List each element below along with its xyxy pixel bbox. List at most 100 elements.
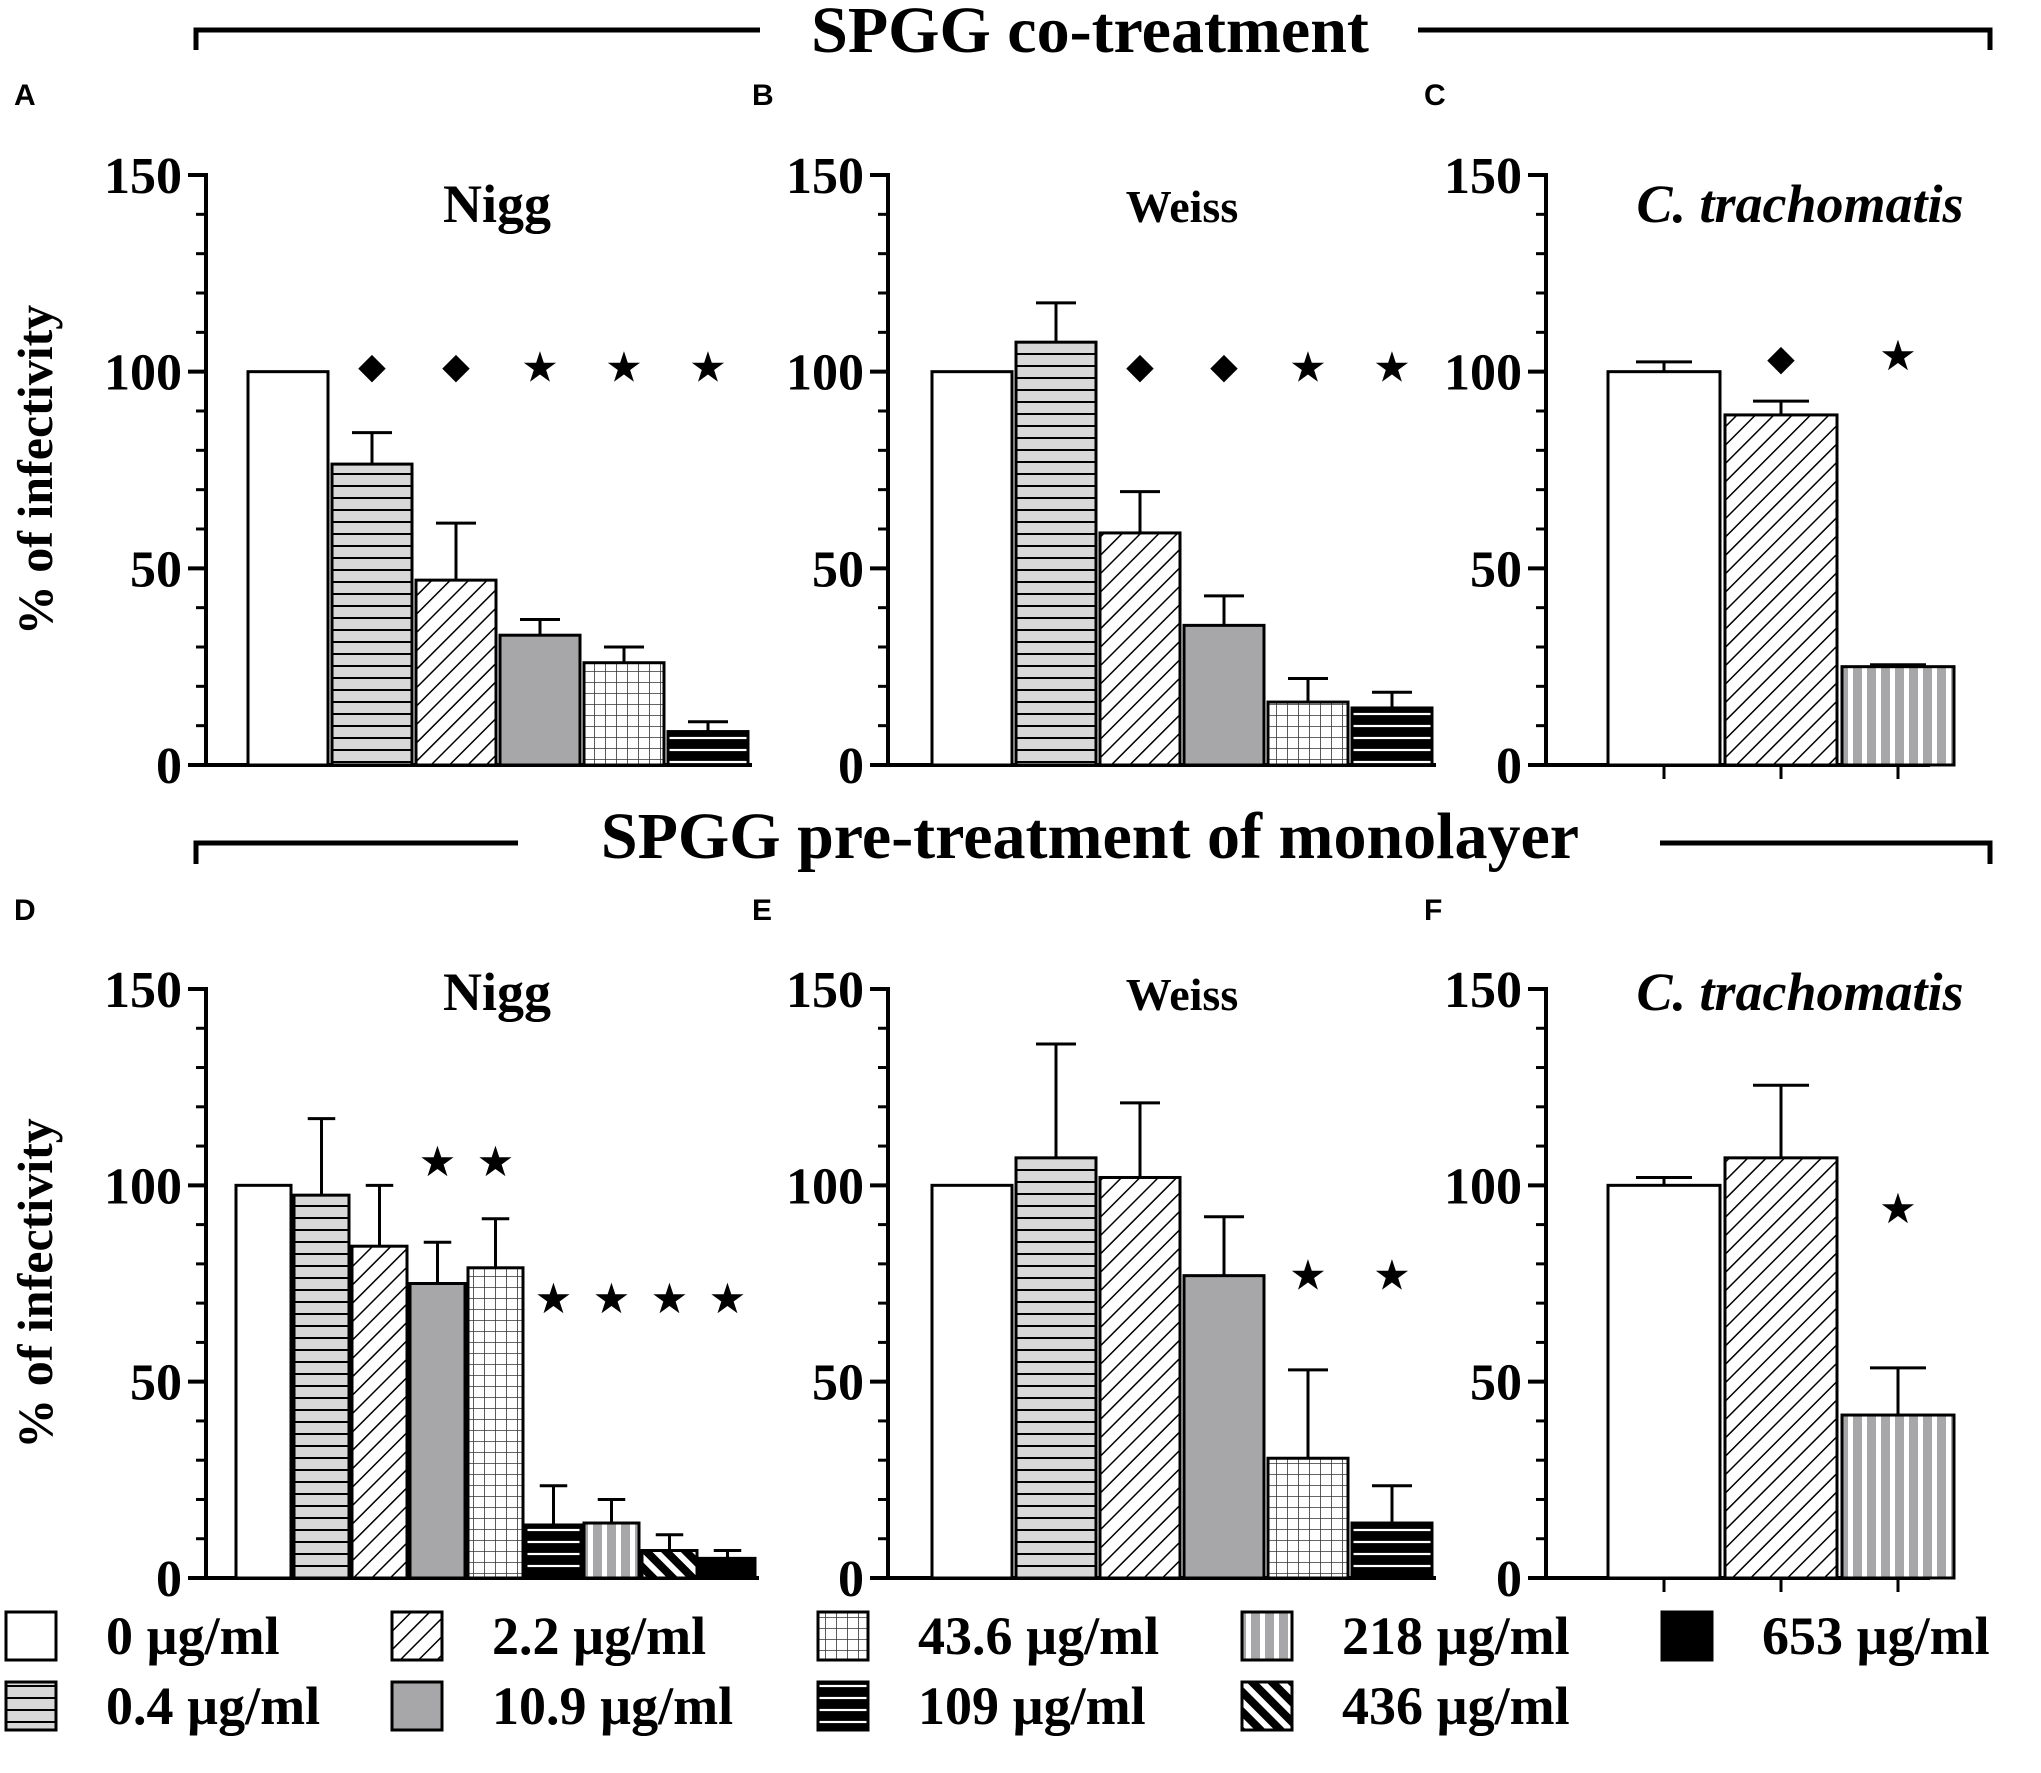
star-marker: ★ — [535, 1275, 573, 1322]
legend-swatch — [4, 1610, 58, 1662]
y-tick-label: 150 — [786, 962, 864, 1019]
bar-1 — [930, 1183, 1014, 1580]
panel-label: C — [1424, 79, 1446, 112]
y-tick-label: 100 — [1444, 1158, 1522, 1215]
diamond-marker: ◆ — [442, 345, 470, 386]
star-marker: ★ — [477, 1138, 515, 1185]
legend: 0 µg/ml 2.2 µg/ml 43.6 µg/ml 218 µg/ml 653 µ… — [4, 1606, 1990, 1736]
panel-title: C. trachomatis — [1636, 174, 1963, 234]
legend-item: 436 µg/ml — [1240, 1676, 1570, 1736]
star-marker: ★ — [593, 1275, 631, 1322]
panel-label: F — [1424, 894, 1442, 927]
diamond-marker: ◆ — [1126, 345, 1154, 386]
bar-1 — [1606, 1183, 1722, 1580]
panels: A Nigg % of infectivity 0 50 100 150 ◆ ◆ ★ ★ ★ B Weis… — [7, 79, 1964, 1608]
legend-label: 218 µg/ml — [1342, 1606, 1570, 1666]
legend-swatch — [390, 1680, 444, 1732]
bar-6 — [1350, 1521, 1434, 1580]
bar-3 — [1840, 665, 1956, 767]
star-marker: ★ — [651, 1275, 689, 1322]
bar-2 — [1014, 340, 1098, 767]
bar-5 — [1266, 700, 1350, 767]
section-bracket-top — [193, 27, 1993, 50]
legend-item: 0 µg/ml — [4, 1606, 280, 1666]
legend-swatch — [1240, 1680, 1294, 1732]
legend-label: 653 µg/ml — [1762, 1606, 1990, 1666]
legend-label: 10.9 µg/ml — [492, 1676, 733, 1736]
bar-9 — [698, 1556, 757, 1580]
y-tick-label: 0 — [838, 738, 864, 795]
star-marker: ★ — [1879, 332, 1917, 379]
panel-label: E — [752, 894, 772, 927]
panel-f: F C. trachomatis 0 50 100 150 ★ — [1424, 894, 1964, 1608]
y-tick-label: 50 — [812, 541, 864, 598]
bar-1 — [234, 1183, 293, 1580]
panel-a: A Nigg % of infectivity 0 50 100 150 ◆ ◆ ★ ★ ★ — [7, 79, 752, 795]
panel-title: Weiss — [1126, 181, 1238, 232]
legend-swatch — [1240, 1610, 1294, 1662]
panel-c: C C. trachomatis 0 50 100 150 ◆ ★ — [1424, 79, 1964, 795]
bar-1 — [930, 370, 1014, 767]
section-header-bottom: SPGG pre-treatment of monolayer — [193, 800, 1993, 873]
legend-item: 43.6 µg/ml — [816, 1606, 1159, 1666]
legend-swatch — [816, 1680, 870, 1732]
bar-4 — [1182, 623, 1266, 767]
section-title-bottom: SPGG pre-treatment of monolayer — [601, 800, 1579, 873]
panel-label: D — [14, 894, 36, 927]
panel-title: Nigg — [443, 174, 551, 234]
star-marker: ★ — [605, 344, 643, 391]
bar-1 — [246, 370, 330, 767]
star-marker: ★ — [709, 1275, 747, 1322]
bar-4 — [498, 633, 582, 767]
star-marker: ★ — [1289, 344, 1327, 391]
y-tick-label: 150 — [104, 962, 182, 1019]
legend-swatch — [1660, 1610, 1714, 1662]
y-tick-label: 50 — [130, 1355, 182, 1412]
star-marker: ★ — [689, 344, 727, 391]
section-title-top: SPGG co-treatment — [811, 0, 1369, 67]
panel-b: B Weiss 0 50 100 150 ◆ ◆ ★ ★ — [752, 79, 1436, 795]
y-tick-label: 150 — [786, 148, 864, 205]
legend-item: 109 µg/ml — [816, 1676, 1146, 1736]
panel-title: C. trachomatis — [1636, 962, 1963, 1022]
y-tick-label: 50 — [1470, 1355, 1522, 1412]
y-tick-label: 50 — [812, 1355, 864, 1412]
panel-d: D Nigg % of infectivity 0 50 100 150 ★ ★ ★ ★ ★ ★ — [7, 894, 759, 1608]
legend-label: 0.4 µg/ml — [106, 1676, 320, 1736]
star-marker: ★ — [1289, 1252, 1327, 1299]
legend-label: 436 µg/ml — [1342, 1676, 1570, 1736]
star-marker: ★ — [1373, 1252, 1411, 1299]
bar-3 — [1098, 531, 1182, 767]
y-tick-label: 100 — [104, 1158, 182, 1215]
y-tick-label: 0 — [1496, 1551, 1522, 1608]
bar-7 — [582, 1521, 641, 1580]
panel-title: Nigg — [443, 962, 551, 1022]
bar-1 — [1606, 370, 1722, 767]
bar-2 — [1014, 1156, 1098, 1580]
legend-item: 0.4 µg/ml — [4, 1676, 320, 1736]
diamond-marker: ◆ — [1210, 345, 1238, 386]
legend-item: 653 µg/ml — [1660, 1606, 1990, 1666]
legend-swatch — [4, 1680, 58, 1732]
legend-item: 2.2 µg/ml — [390, 1606, 706, 1666]
legend-item: 218 µg/ml — [1240, 1606, 1570, 1666]
y-tick-label: 0 — [838, 1551, 864, 1608]
panel-label: B — [752, 79, 774, 112]
panel-label: A — [14, 79, 36, 112]
star-marker: ★ — [521, 344, 559, 391]
y-tick-label: 100 — [786, 1158, 864, 1215]
y-tick-label: 100 — [786, 345, 864, 402]
bar-2 — [330, 462, 414, 767]
star-marker: ★ — [419, 1138, 457, 1185]
y-axis-label: % of infectivity — [7, 1118, 63, 1448]
y-tick-label: 150 — [1444, 962, 1522, 1019]
bar-6 — [666, 730, 750, 767]
legend-item: 10.9 µg/ml — [390, 1676, 733, 1736]
section-bracket-bottom — [193, 840, 1993, 864]
bar-2 — [292, 1193, 351, 1580]
legend-label: 2.2 µg/ml — [492, 1606, 706, 1666]
bar-3 — [1840, 1413, 1956, 1580]
bar-5 — [582, 661, 666, 767]
bar-3 — [414, 578, 498, 767]
legend-label: 0 µg/ml — [106, 1606, 280, 1666]
